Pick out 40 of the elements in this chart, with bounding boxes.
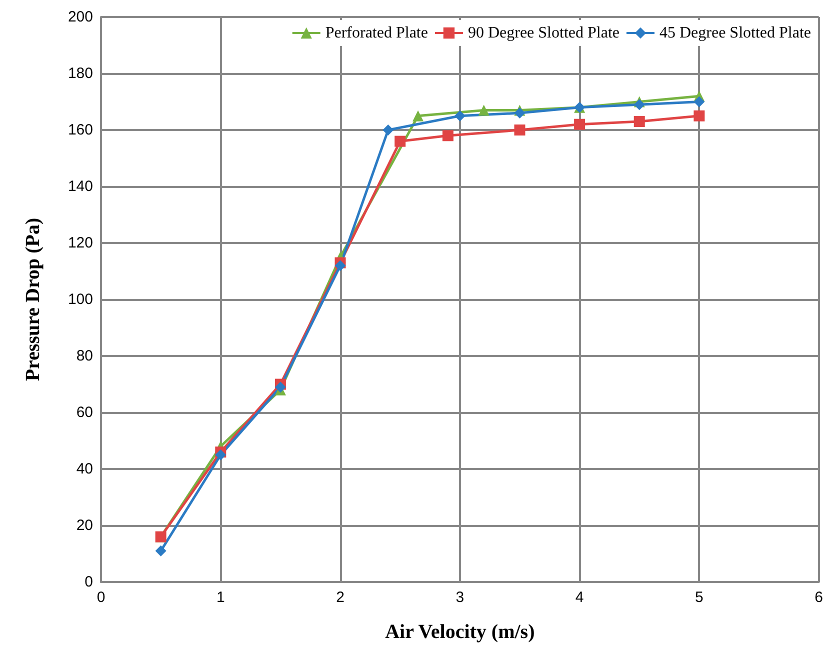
point: [634, 99, 645, 110]
y-tick-label: 0: [84, 574, 93, 590]
x-axis-title: Air Velocity (m/s): [385, 621, 535, 643]
point: [382, 124, 394, 136]
point: [514, 108, 526, 119]
y-axis-title: Pressure Drop (Pa): [22, 218, 44, 382]
point: [694, 96, 705, 108]
y-tick-label: 200: [68, 8, 93, 26]
legend-label: 90 Degree Slotted Plate: [468, 24, 620, 42]
point: [215, 449, 226, 460]
y-tick-label: 120: [68, 234, 93, 252]
legend-label: 45 Degree Slotted Plate: [659, 24, 811, 42]
x-tick-label: 3: [456, 589, 464, 606]
point: [155, 545, 166, 556]
x-tick-label: 0: [96, 589, 106, 606]
point: [634, 116, 645, 128]
x-tick-label: 4: [575, 589, 584, 606]
y-tick-label: 20: [76, 517, 93, 534]
legend-label: Perforated Plate: [325, 24, 428, 42]
point: [412, 110, 424, 122]
point: [514, 124, 526, 136]
y-tick-label: 180: [68, 65, 93, 82]
y-tick-label: 140: [68, 178, 93, 195]
x-tick-label: 2: [336, 589, 344, 606]
point: [574, 118, 586, 130]
y-tick-label: 160: [68, 122, 93, 138]
y-tick-label: 100: [68, 291, 93, 308]
point: [274, 382, 286, 393]
point: [454, 110, 466, 122]
y-tick-label: 40: [76, 460, 93, 478]
y-tick-label: 80: [76, 348, 93, 364]
x-tick-label: 5: [695, 589, 704, 606]
x-tick-label: 1: [216, 589, 225, 606]
point: [334, 260, 346, 272]
point: [694, 110, 705, 122]
point: [394, 136, 406, 147]
x-tick-label: 6: [814, 589, 823, 606]
y-tick-label: 60: [76, 404, 93, 421]
point: [478, 104, 490, 116]
point: [442, 130, 454, 142]
